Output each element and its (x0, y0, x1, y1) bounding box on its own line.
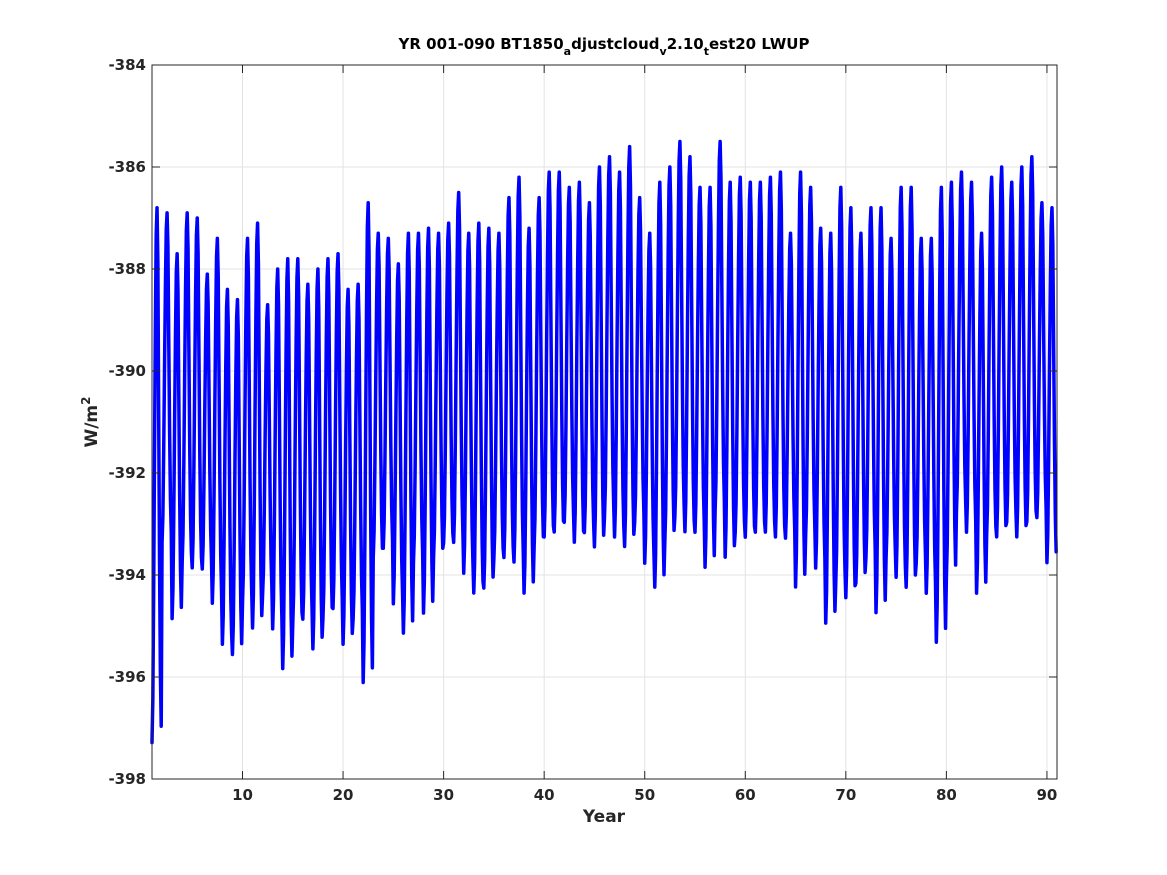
x-tick-label: 50 (634, 786, 655, 804)
axes-box (151, 64, 1058, 780)
tick-marks (152, 64, 1057, 780)
series-layer (150, 139, 1058, 745)
x-tick-labels: 10 20 30 40 50 60 70 80 90 (232, 786, 1057, 804)
x-tick-label: 30 (433, 786, 454, 804)
y-tick-label: -386 (108, 158, 146, 176)
x-tick-label: 70 (835, 786, 856, 804)
y-tick-label: -384 (108, 56, 146, 74)
y-tick-label: -388 (108, 260, 146, 278)
chart-title: YR 001-090 BT1850adjustcloudv2.10test20 … (398, 35, 810, 58)
y-tick-label: -392 (108, 464, 146, 482)
y-tick-label: -398 (108, 770, 146, 788)
y-tick-label: -394 (108, 566, 146, 584)
x-tick-label: 40 (534, 786, 555, 804)
x-axis-label: Year (582, 807, 626, 827)
x-tick-label: 80 (936, 786, 957, 804)
y-axis-label: W/m2 (79, 396, 102, 447)
x-tick-label: 60 (735, 786, 756, 804)
x-tick-label: 90 (1037, 786, 1058, 804)
x-tick-label: 20 (333, 786, 354, 804)
y-tick-label: -396 (108, 668, 146, 686)
series-line (150, 139, 1058, 745)
x-tick-label: 10 (232, 786, 253, 804)
y-tick-labels: -384 -386 -388 -390 -392 -394 -396 -398 (108, 56, 146, 788)
y-tick-label: -390 (108, 362, 146, 380)
